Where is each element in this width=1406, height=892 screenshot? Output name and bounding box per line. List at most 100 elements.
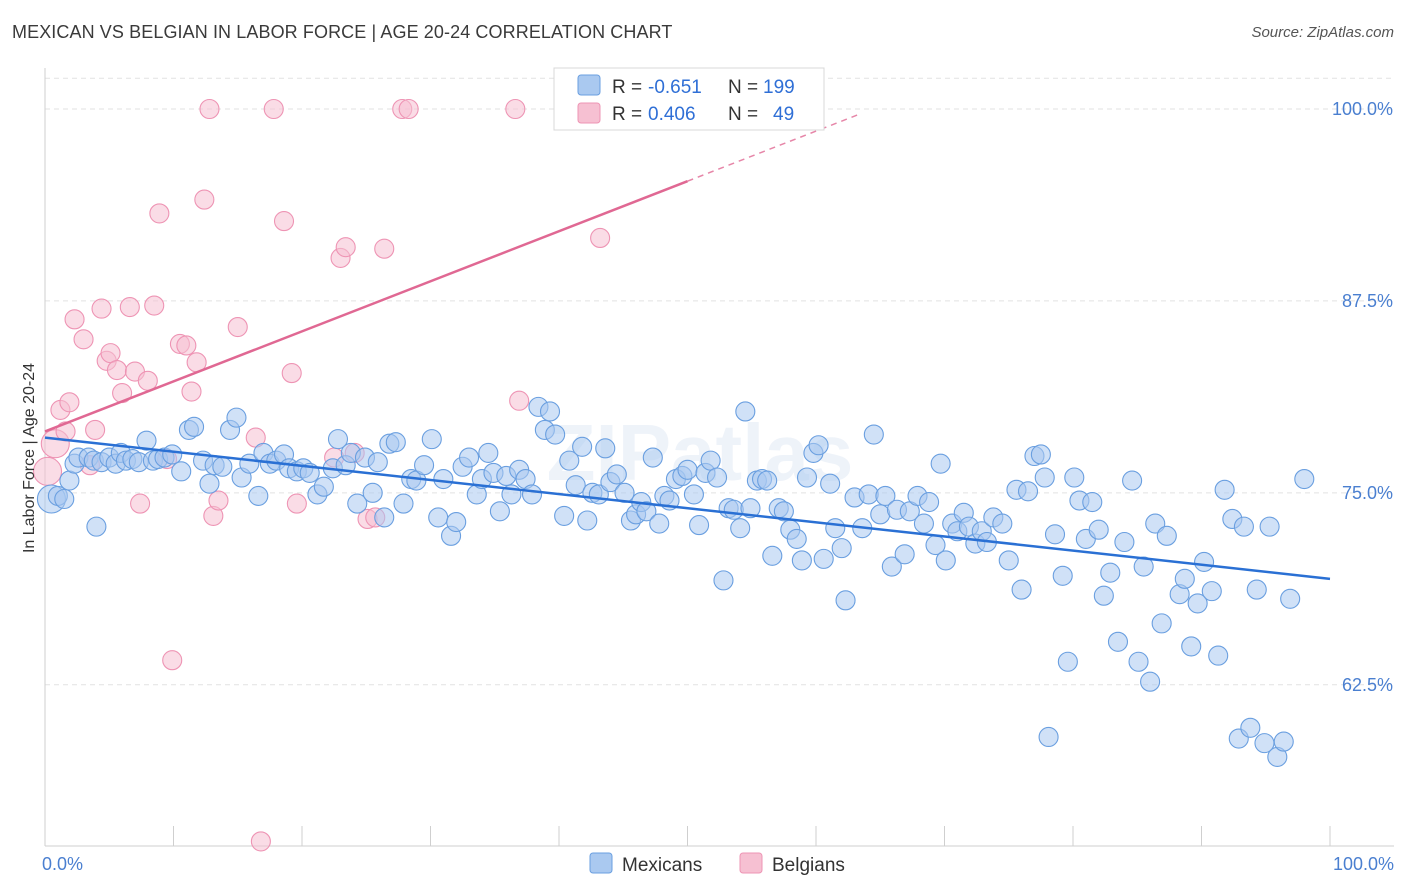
mexicans-point bbox=[992, 513, 1013, 534]
mexicans-point bbox=[636, 501, 657, 522]
mexicans-point bbox=[1064, 467, 1085, 488]
mexicans-point bbox=[489, 501, 510, 522]
mexicans-point bbox=[367, 452, 388, 473]
belgians-point bbox=[374, 238, 395, 259]
belgians-point bbox=[59, 392, 80, 413]
mexicans-point bbox=[796, 467, 818, 488]
mexicans-point bbox=[433, 468, 454, 490]
mexicans-point bbox=[1038, 726, 1059, 748]
mexicans-point bbox=[858, 484, 879, 505]
series-legend-label-mexicans: Mexicans bbox=[622, 855, 702, 876]
mexicans-point bbox=[757, 470, 778, 491]
mexicans-point bbox=[248, 485, 269, 506]
legend-swatch-belgians bbox=[577, 102, 601, 124]
mexicans-point bbox=[1114, 531, 1135, 553]
belgians-point bbox=[281, 363, 302, 384]
mexicans-point bbox=[730, 518, 751, 539]
chart-title: MEXICAN VS BELGIAN IN LABOR FORCE | AGE … bbox=[12, 22, 673, 42]
legend-swatch-mexicans bbox=[577, 74, 601, 96]
mexicans-point bbox=[565, 475, 586, 496]
mexicans-point bbox=[1194, 551, 1215, 573]
mexicans-point bbox=[385, 432, 406, 453]
mexicans-point bbox=[446, 511, 467, 533]
mexicans-point bbox=[428, 507, 449, 528]
mexicans-point bbox=[1052, 565, 1073, 586]
gridlines bbox=[44, 68, 1394, 846]
mexicans-point bbox=[723, 499, 744, 520]
mexicans-point bbox=[1122, 470, 1143, 491]
legend-n-value-belgians: 49 bbox=[773, 104, 794, 125]
mexicans-point bbox=[212, 456, 233, 477]
mexicans-point bbox=[478, 442, 499, 463]
mexicans-point bbox=[1034, 467, 1055, 488]
mexicans-point bbox=[1156, 525, 1177, 546]
mexicans-point bbox=[1128, 651, 1149, 672]
y-axis-title: In Labor Force | Age 20-24 bbox=[21, 363, 38, 553]
mexicans-point bbox=[700, 450, 721, 471]
mexicans-trend-line bbox=[44, 436, 1331, 581]
mexicans-point bbox=[762, 545, 783, 566]
mexicans-point bbox=[184, 416, 205, 437]
mexicans-point bbox=[870, 504, 891, 525]
mexicans-point bbox=[521, 484, 543, 505]
mexicans-point bbox=[713, 570, 734, 591]
mexicans-point bbox=[1240, 717, 1261, 738]
mexicans-point bbox=[1100, 562, 1121, 583]
mexicans-point bbox=[595, 438, 616, 459]
belgians-point bbox=[144, 295, 165, 316]
mexicans-point bbox=[1093, 585, 1114, 606]
mexicans-point bbox=[791, 550, 812, 571]
mexicans-point bbox=[59, 470, 80, 491]
legend-r-value-belgians: 0.406 bbox=[648, 104, 696, 125]
correlation-legend: R = -0.651 N = 199 R = 0.406 N = 49 bbox=[553, 67, 825, 131]
mexicans-point bbox=[86, 516, 107, 537]
belgians-point bbox=[85, 419, 106, 440]
mexicans-point bbox=[831, 538, 852, 559]
mexicans-point bbox=[935, 550, 956, 571]
y-tick-label: 100.0% bbox=[1332, 99, 1393, 119]
y-tick-label: 75.0% bbox=[1342, 483, 1393, 503]
mexicans-point bbox=[1088, 519, 1109, 540]
mexicans-point bbox=[930, 453, 951, 474]
mexicans-point bbox=[393, 493, 414, 514]
belgians-point bbox=[250, 831, 271, 852]
mexicans-point bbox=[1294, 468, 1315, 490]
mexicans-point bbox=[642, 447, 663, 468]
mexicans-point bbox=[1246, 579, 1267, 600]
mexicans-point bbox=[875, 485, 896, 506]
mexicans-point bbox=[1030, 444, 1051, 465]
mexicans-point bbox=[1259, 516, 1280, 537]
legend-n-value-mexicans: 199 bbox=[763, 77, 795, 98]
belgians-point bbox=[509, 390, 530, 411]
belgians-point bbox=[273, 211, 295, 232]
legend-n-label-belgians: N = bbox=[728, 104, 758, 125]
mexicans-point bbox=[362, 482, 383, 503]
mexicans-point bbox=[606, 464, 627, 485]
mexicans-point bbox=[649, 513, 670, 534]
mexicans-point bbox=[1280, 588, 1301, 609]
mexicans-point bbox=[786, 528, 807, 549]
belgians-point bbox=[590, 227, 611, 249]
mexicans-point bbox=[894, 544, 915, 565]
mexicans-point bbox=[835, 590, 856, 611]
y-tick-label: 62.5% bbox=[1342, 675, 1393, 695]
mexicans-point bbox=[1233, 516, 1254, 537]
mexicans-point bbox=[919, 492, 940, 513]
belgians-point bbox=[64, 309, 85, 330]
belgians-point bbox=[106, 359, 128, 381]
mexicans-point bbox=[54, 488, 75, 510]
source-credit: Source: ZipAtlas.com bbox=[1251, 24, 1394, 41]
mexicans-point bbox=[1151, 613, 1172, 634]
series-legend-swatch-mexicans bbox=[589, 852, 613, 874]
belgians-point bbox=[130, 493, 151, 514]
mexicans-point bbox=[327, 429, 349, 450]
belgians-point bbox=[227, 316, 248, 338]
mexicans-point bbox=[735, 401, 756, 422]
y-tick-label: 87.5% bbox=[1342, 291, 1393, 311]
belgians-point bbox=[91, 298, 112, 319]
mexicans-point bbox=[374, 507, 395, 528]
mexicans-point bbox=[1214, 479, 1235, 500]
mexicans-point bbox=[226, 407, 247, 428]
mexicans-point bbox=[136, 430, 157, 451]
